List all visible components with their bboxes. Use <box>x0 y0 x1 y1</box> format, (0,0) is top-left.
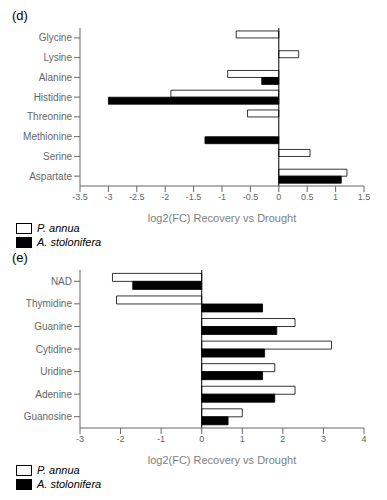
svg-text:-2.5: -2.5 <box>129 192 145 202</box>
html-text:P. annua: P. annua <box>37 464 80 476</box>
svg-text:NAD: NAD <box>51 276 72 287</box>
svg-text:2: 2 <box>280 434 285 444</box>
svg-text:-2: -2 <box>161 192 169 202</box>
svg-text:Cytidine: Cytidine <box>36 344 73 355</box>
svg-text:-3: -3 <box>76 434 84 444</box>
svg-text:0.5: 0.5 <box>301 192 314 202</box>
svg-text:-1: -1 <box>218 192 226 202</box>
svg-text:Serine: Serine <box>43 151 72 162</box>
html-text:(d): (d) <box>12 8 28 23</box>
svg-text:-1: -1 <box>157 434 165 444</box>
svg-text:Methionine: Methionine <box>23 131 72 142</box>
svg-text:Adenine: Adenine <box>35 389 72 400</box>
svg-text:-3.5: -3.5 <box>72 192 88 202</box>
svg-text:-2: -2 <box>117 434 125 444</box>
svg-text:Histidine: Histidine <box>34 92 73 103</box>
svg-text:-1.5: -1.5 <box>186 192 202 202</box>
svg-text:Thymidine: Thymidine <box>26 298 73 309</box>
svg-text:1: 1 <box>333 192 338 202</box>
svg-text:4: 4 <box>361 434 366 444</box>
html-text:P. annua: P. annua <box>37 222 80 234</box>
svg-text:1: 1 <box>240 434 245 444</box>
svg-text:Guanosine: Guanosine <box>24 411 73 422</box>
svg-text:Threonine: Threonine <box>27 111 72 122</box>
svg-text:Alanine: Alanine <box>39 72 73 83</box>
svg-text:-0.5: -0.5 <box>243 192 259 202</box>
html-text:A. stolonifera: A. stolonifera <box>37 236 102 248</box>
html-text:A. stolonifera: A. stolonifera <box>37 478 102 490</box>
svg-text:Guanine: Guanine <box>34 321 72 332</box>
svg-text:1.5: 1.5 <box>358 192 371 202</box>
svg-text:Glycine: Glycine <box>39 32 73 43</box>
html-text:(e): (e) <box>12 250 28 265</box>
svg-text:Uridine: Uridine <box>40 366 72 377</box>
svg-text:log2(FC) Recovery vs Drought: log2(FC) Recovery vs Drought <box>148 454 297 466</box>
svg-text:Lysine: Lysine <box>43 52 72 63</box>
svg-text:log2(FC) Recovery vs Drought: log2(FC) Recovery vs Drought <box>148 212 297 224</box>
svg-text:Aspartate: Aspartate <box>29 171 72 182</box>
svg-text:3: 3 <box>321 434 326 444</box>
svg-text:-3: -3 <box>104 192 112 202</box>
svg-text:0: 0 <box>199 434 204 444</box>
svg-text:0: 0 <box>276 192 281 202</box>
